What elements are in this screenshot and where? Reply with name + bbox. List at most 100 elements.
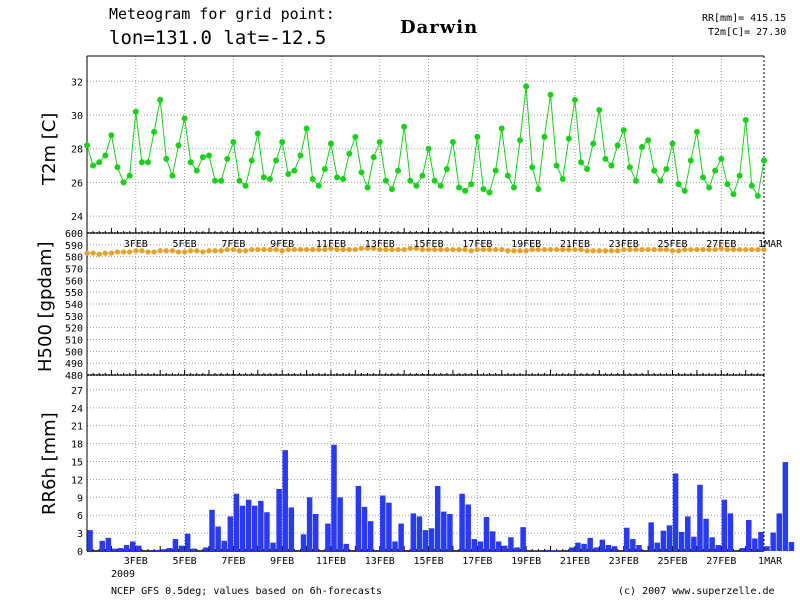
h500-point: [218, 248, 224, 254]
rr6h-bar: [727, 513, 734, 551]
t2m-point: [346, 150, 353, 157]
h500-point: [651, 246, 657, 253]
h500-point: [316, 246, 322, 253]
h500-point: [285, 246, 291, 253]
x-axis-label: 21FEB: [560, 239, 590, 250]
h500-point: [114, 249, 121, 255]
h500-tick-label: 480: [65, 371, 83, 382]
t2m-point: [388, 186, 395, 193]
t2m-point: [395, 167, 402, 174]
header-line1: Meteogram for grid point:: [109, 5, 335, 23]
rr6h-bar: [489, 531, 496, 551]
t2m-point: [321, 165, 328, 172]
h500-point: [358, 245, 365, 251]
t2m-point: [498, 125, 505, 132]
t2m-point: [151, 128, 158, 135]
t2m-point: [90, 162, 97, 169]
t2m-point: [761, 157, 767, 164]
h500-point: [541, 246, 548, 253]
rr6h-axis-title: RR6h [mm]: [39, 412, 60, 515]
h500-point: [590, 248, 596, 254]
h500-point: [206, 248, 212, 254]
t2m-point: [748, 182, 755, 189]
rr6h-bar: [239, 505, 246, 551]
h500-point: [480, 246, 487, 253]
h500-point: [364, 245, 371, 251]
t2m-point: [596, 106, 603, 113]
h500-point: [322, 246, 328, 253]
h500-point: [724, 246, 731, 253]
x-axis-label: 25FEB: [657, 556, 687, 567]
x-axis-label: 9FEB: [270, 239, 294, 250]
rr6h-bar: [666, 525, 673, 551]
t2m-point: [547, 91, 554, 98]
rr6h-bar: [709, 537, 715, 551]
rr6h-bar: [331, 444, 337, 551]
rr6h-tick-label: 12: [71, 475, 83, 486]
t2m-point: [742, 117, 749, 124]
rr6h-bar: [105, 537, 112, 551]
t2m-point: [693, 128, 700, 135]
t2m-point: [681, 187, 688, 194]
rr6h-bar: [581, 543, 587, 551]
t2m-tick-label: 28: [71, 145, 83, 156]
h500-point: [529, 246, 535, 253]
t2m-point: [279, 138, 286, 145]
rr6h-bar: [172, 539, 179, 551]
t2m-point: [260, 174, 267, 181]
rr6h-tick-label: 9: [77, 493, 83, 504]
h500-point: [261, 246, 267, 253]
h500-point: [621, 246, 627, 253]
t2m-point: [468, 181, 475, 188]
t2m-point: [102, 152, 109, 159]
h500-point: [273, 246, 279, 253]
x-axis-labels: 3FEB 5FEB 7FEB 9FEB 11FEB 13FEB 15FEB 17FEB 19FE…: [124, 239, 783, 567]
h500-point: [419, 246, 426, 253]
rr6h-bar: [648, 522, 654, 551]
h500-point: [310, 246, 316, 253]
t2m-point: [108, 132, 115, 139]
h500-tick-label: 500: [65, 347, 83, 358]
rr6h-bar: [593, 547, 600, 551]
t2m-point: [340, 176, 347, 183]
x-axis-label: 23FEB: [609, 556, 639, 567]
h500-point: [676, 248, 682, 254]
h500-point: [181, 249, 188, 255]
h500-point: [175, 249, 182, 255]
t2m-point: [632, 177, 639, 184]
h500-point: [486, 246, 493, 253]
x-axis-label: 1MAR: [758, 239, 783, 250]
x-axis-label: 5FEB: [173, 239, 197, 250]
t2m-point: [523, 83, 530, 90]
h500-point: [242, 248, 249, 254]
t2m-point: [291, 167, 298, 174]
t2m-point: [419, 172, 426, 179]
header-coordinates: lon=131.0 lat=-12.5: [109, 27, 326, 49]
h500-point: [334, 246, 340, 253]
x-axis-label: 3FEB: [124, 556, 148, 567]
t2m-point: [565, 135, 572, 142]
rr6h-bar: [434, 485, 441, 551]
rr6h-bar: [233, 493, 240, 551]
rr6h-bar: [660, 530, 667, 551]
h500-point: [572, 246, 578, 253]
x-axis-label: 7FEB: [221, 556, 245, 567]
rr6h-bar: [428, 528, 435, 551]
h500-point: [669, 248, 676, 254]
t2m-point: [285, 171, 292, 177]
t2m-panel: 24 26 28 30 32: [71, 55, 767, 234]
h500-point: [200, 249, 206, 255]
rr6h-bar: [520, 527, 526, 551]
x-axis-year: 2009: [111, 569, 135, 580]
t2m-point: [517, 137, 524, 144]
h500-point: [761, 246, 767, 253]
x-axis-label: 11FEB: [316, 239, 346, 250]
rr6h-bar: [398, 523, 404, 551]
rr6h-bar: [380, 495, 386, 551]
t2m-point: [663, 165, 670, 172]
t2m-point: [559, 176, 566, 183]
t2m-point: [431, 177, 438, 184]
rr6h-tick-label: 3: [77, 529, 83, 540]
t2m-point: [620, 127, 627, 134]
rr6h-tick-label: 0: [77, 547, 83, 558]
